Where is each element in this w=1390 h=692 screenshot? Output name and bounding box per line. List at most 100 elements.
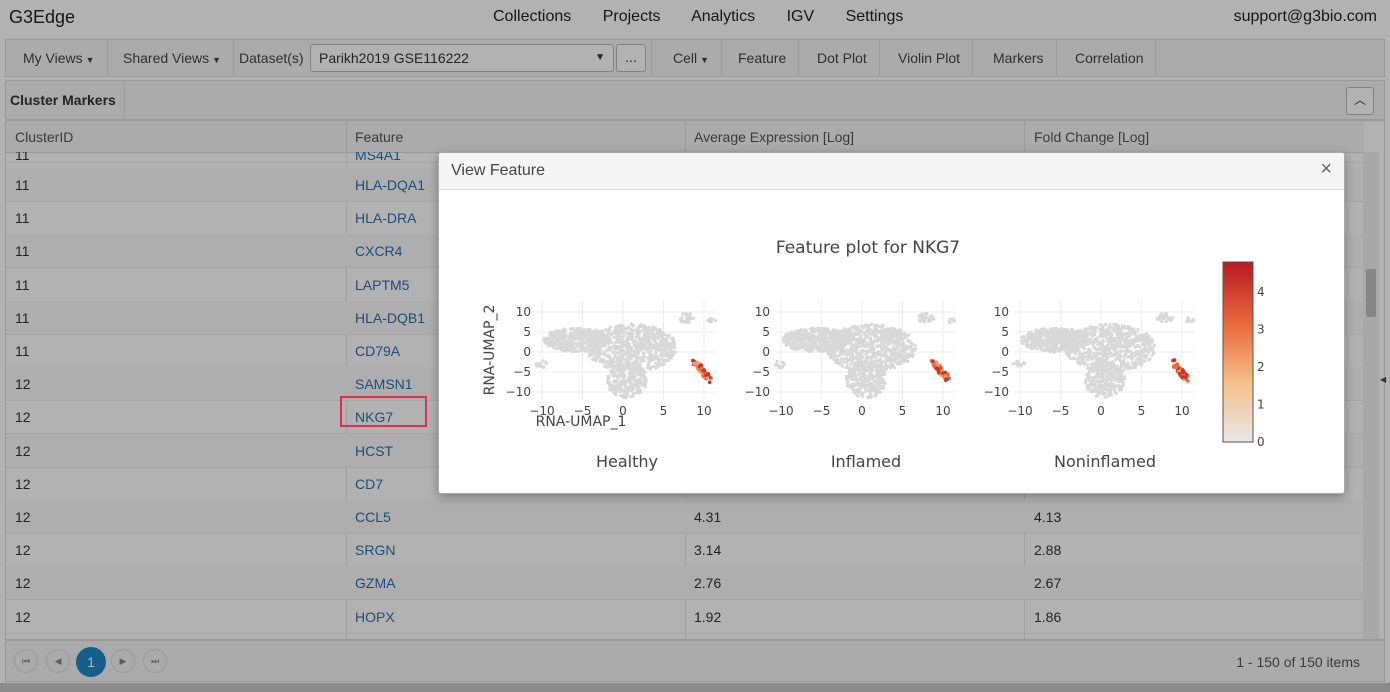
nav-collections[interactable]: Collections [493,8,572,25]
colorbar-tick-label: 3 [1257,323,1265,337]
cell-feature[interactable]: CD7 [355,475,384,492]
nav-igv[interactable]: IGV [786,8,815,25]
cell-point [1035,347,1039,351]
cell-point [860,392,864,396]
cell-feature[interactable]: CXCR4 [355,243,403,260]
grid-scrollbar[interactable] [1363,152,1379,639]
table-row[interactable]: 12 HOPX 1.92 1.86 [6,600,1364,634]
dot-plot-tab[interactable]: Dot Plot [805,40,880,76]
cell-point [1068,337,1072,341]
cell-clusterid: 12 [15,542,31,559]
cell-feature[interactable]: HOPX [355,608,395,625]
more-datasets-button[interactable]: ... [616,44,646,72]
cell-feature[interactable]: NKG7 [355,409,394,426]
cell-point [895,337,899,341]
cell-feature[interactable]: SRGN [355,542,396,559]
cell-point [1045,344,1049,348]
cell-feature[interactable]: HCST [355,442,394,459]
cell-point [535,361,539,365]
cell-point [662,362,666,366]
cell-point [1029,343,1033,347]
cell-point [891,363,895,367]
cell-point [866,363,870,367]
col-header-fold-change[interactable]: Fold Change [Log] [1034,129,1150,145]
cell-point [1116,357,1120,361]
feature-tab[interactable]: Feature [726,40,800,76]
cell-point [844,353,848,357]
side-arrow-icon[interactable]: ◀ [1380,375,1387,384]
col-header-clusterid[interactable]: ClusterID [15,129,74,145]
cell-point [588,347,592,351]
cell-feature[interactable]: CCL5 [355,509,391,525]
cell-point [864,349,868,354]
brand-logo[interactable]: G3Edge [9,7,76,27]
cell-feature[interactable]: MS4A1 [355,152,401,163]
cell-feature[interactable]: SAMSN1 [355,376,413,393]
cell-point [843,342,847,346]
shared-views-menu[interactable]: Shared Views ▼ [111,40,235,76]
nav-settings[interactable]: Settings [845,8,904,25]
scrollbar-thumb[interactable] [1366,269,1376,317]
cell-point [856,373,860,377]
first-page-icon[interactable]: ⏮ [14,649,38,673]
nav-projects[interactable]: Projects [602,8,661,25]
cell-point [604,328,608,332]
table-row[interactable]: 12 CCL5 4.31 4.13 [6,500,1364,534]
cell-point [1097,347,1101,351]
cell-point [608,385,612,389]
cell-point [874,327,878,331]
cell-point [591,337,595,341]
next-page-icon[interactable]: ▶ [111,649,135,673]
cell-point [609,325,613,329]
prev-page-icon[interactable]: ◀ [46,649,70,673]
x-tick-label: −10 [768,404,793,418]
close-icon[interactable]: × [1320,158,1332,180]
cell-point [642,352,646,356]
nav-analytics[interactable]: Analytics [691,8,756,25]
expression-point [707,380,712,384]
table-row[interactable]: 12 GZMA 2.76 2.67 [6,566,1364,601]
cell-feature[interactable]: HLA-DRA [355,210,417,227]
cell-feature[interactable]: LAPTM5 [355,276,410,293]
cell-point [620,339,624,343]
cell-point [668,353,672,357]
cell-point [881,345,885,349]
cell-menu[interactable]: Cell ▼ [661,40,723,76]
cell-feature[interactable]: CD79A [355,343,401,359]
cell-point [859,350,863,354]
cell-point [1105,357,1109,361]
cell-point [586,344,590,348]
cell-point [886,331,890,335]
cell-point [840,364,844,368]
y-tick-label: 0 [762,345,770,359]
col-header-feature[interactable]: Feature [355,129,404,145]
cell-point [626,356,630,360]
cell-point [807,331,811,336]
cell-feature[interactable]: HLA-DQB1 [355,309,426,326]
cell-point [1085,340,1089,344]
cell-feature[interactable]: HLA-DQA1 [355,177,426,193]
x-tick-label: 5 [660,404,668,418]
cell-point [841,347,845,351]
markers-tab[interactable]: Markers [981,40,1057,76]
cell-point [626,325,631,329]
cell-point [619,330,623,334]
user-email-link[interactable]: support@g3bio.com [1233,8,1377,25]
cell-feature[interactable]: GZMA [355,575,396,592]
cell-point [844,374,848,379]
cell-point [862,343,866,347]
my-views-menu[interactable]: My Views ▼ [11,40,108,76]
collapse-button[interactable]: ︿ [1346,87,1374,115]
dataset-select[interactable]: Parikh2019 GSE116222 ▼ [310,44,614,72]
expression-point [695,360,699,364]
cell-point [592,329,596,333]
violin-plot-tab[interactable]: Violin Plot [886,40,974,76]
cell-point [1029,346,1033,350]
correlation-tab[interactable]: Correlation [1063,40,1157,76]
page-1-button[interactable]: 1 [76,647,106,677]
cell-point [658,335,662,339]
last-page-icon[interactable]: ⏭ [143,649,167,673]
col-header-avg-expression[interactable]: Average Expression [Log] [694,129,855,145]
cell-point [904,359,908,363]
dropdown-arrow-icon: ▼ [595,52,605,63]
